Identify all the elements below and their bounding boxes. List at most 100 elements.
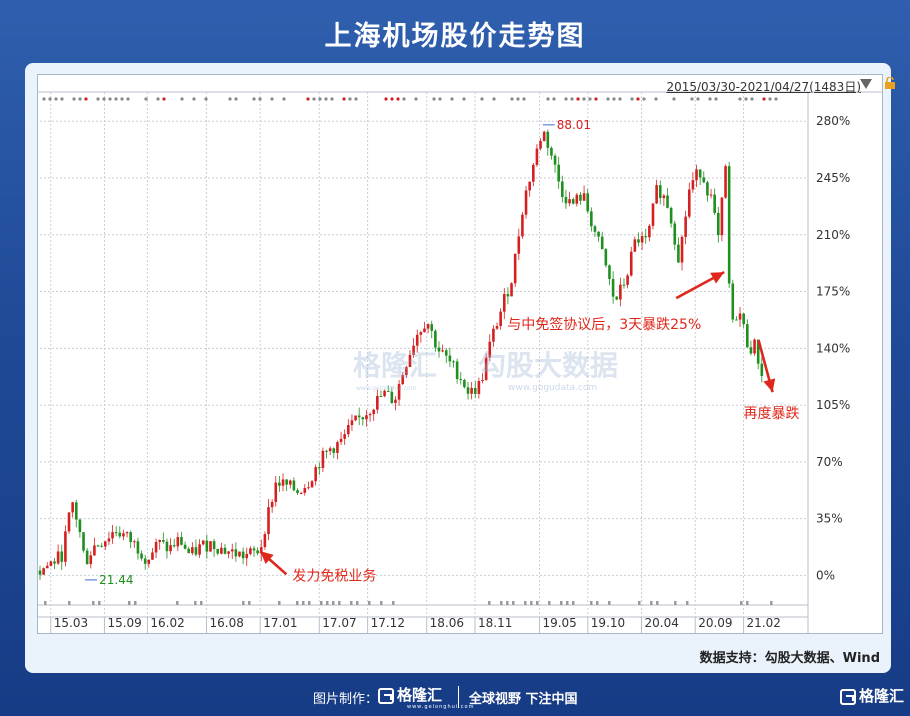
candle-body <box>626 275 629 285</box>
y-tick-label: 175% <box>816 285 850 299</box>
candle-body <box>706 182 709 196</box>
event-marker <box>552 97 556 101</box>
candle-body <box>542 131 546 142</box>
footer-logo-text: 格隆汇 <box>397 686 443 704</box>
candle-body <box>760 363 764 376</box>
event-marker <box>642 97 646 101</box>
candle-body <box>484 357 488 380</box>
candle-body <box>568 199 571 204</box>
candle-body <box>615 296 619 300</box>
event-marker <box>536 601 539 605</box>
footer-logo-url: www.gelonghui.com <box>407 704 475 710</box>
event-marker <box>738 97 742 101</box>
lock-icon[interactable] <box>884 77 896 89</box>
candle-body <box>441 350 444 352</box>
event-marker <box>312 97 316 101</box>
annotation-arrowhead <box>260 551 274 565</box>
candle-body <box>209 541 212 552</box>
event-marker <box>162 97 166 101</box>
x-tick-label: 18.11 <box>478 616 512 630</box>
event-marker <box>656 601 659 605</box>
x-tick-label: 15.03 <box>54 616 88 630</box>
candle-body <box>154 541 158 553</box>
y-tick-label: 70% <box>816 455 843 469</box>
watermark-data-brand: 勾股大数据 <box>478 349 618 382</box>
candle-body <box>390 391 394 403</box>
candle-body <box>82 532 85 551</box>
candle-body <box>74 502 78 520</box>
candle-body <box>709 194 713 196</box>
candle-body <box>223 547 227 554</box>
dropdown-arrow-icon[interactable] <box>860 79 872 89</box>
candle-body <box>281 479 285 486</box>
candle-body <box>473 387 477 395</box>
candle-body <box>397 384 401 400</box>
candle-body <box>619 284 622 300</box>
event-marker <box>204 97 208 101</box>
candle-body <box>252 548 256 551</box>
event-marker <box>750 97 754 101</box>
event-marker <box>60 97 64 101</box>
candle-body <box>575 194 579 204</box>
candle-body <box>669 207 673 224</box>
y-tick-label: 35% <box>816 512 843 526</box>
candle-body <box>386 390 390 392</box>
candle-body <box>147 559 151 564</box>
event-marker <box>348 97 352 101</box>
annotation-arrowhead <box>710 272 725 284</box>
candle-body <box>633 239 637 252</box>
event-marker <box>296 601 299 605</box>
event-marker <box>242 601 245 605</box>
made-by-label: 图片制作： <box>313 692 379 707</box>
candle-body <box>738 313 742 320</box>
annotation-arrowhead <box>763 378 776 393</box>
candle-body <box>292 480 296 491</box>
candle-body <box>539 141 542 149</box>
candle-body <box>267 507 270 535</box>
y-tick-label: 140% <box>816 341 850 355</box>
candle-body <box>60 551 64 562</box>
event-marker <box>144 97 148 101</box>
event-marker <box>590 601 593 605</box>
event-marker <box>342 97 346 101</box>
candle-body <box>611 278 615 297</box>
candle-body <box>165 541 169 552</box>
event-marker <box>522 97 526 101</box>
event-marker <box>506 601 509 605</box>
date-range-label[interactable]: 2015/03/30-2021/04/27(1483日) <box>666 80 861 94</box>
y-tick-label: 105% <box>816 398 850 412</box>
x-tick-label: 21.02 <box>747 616 781 630</box>
watermark-data-url: www.gogudata.com <box>508 383 597 393</box>
candle-body <box>662 195 666 199</box>
candle-body <box>176 537 180 547</box>
event-marker <box>746 601 749 605</box>
candle-body <box>600 236 604 250</box>
candle-body <box>100 545 103 547</box>
candle-body <box>506 294 510 297</box>
annotation-label: 与中免签协议后，3天暴跌25% <box>507 316 701 333</box>
event-marker <box>78 97 82 101</box>
event-marker <box>462 97 466 101</box>
event-marker <box>512 601 515 605</box>
data-source: 数据支持：勾股大数据、Wind <box>699 651 880 666</box>
event-marker <box>650 601 653 605</box>
event-marker <box>612 97 616 101</box>
candle-body <box>546 131 550 148</box>
candle-body <box>531 164 535 182</box>
candle-body <box>423 328 426 333</box>
candle-body <box>343 434 346 439</box>
candle-body <box>249 548 252 554</box>
candle-body <box>220 547 223 554</box>
event-marker <box>48 97 52 101</box>
candle-body <box>455 361 459 380</box>
candle-body <box>401 374 405 385</box>
event-marker <box>302 601 305 605</box>
event-marker <box>228 97 232 101</box>
candle-body <box>53 561 56 564</box>
event-marker <box>390 97 394 101</box>
x-tick-label: 18.06 <box>430 616 464 630</box>
candle-body <box>191 547 194 554</box>
candle-body <box>307 487 310 489</box>
candle-body <box>56 551 60 564</box>
event-marker <box>308 601 311 605</box>
